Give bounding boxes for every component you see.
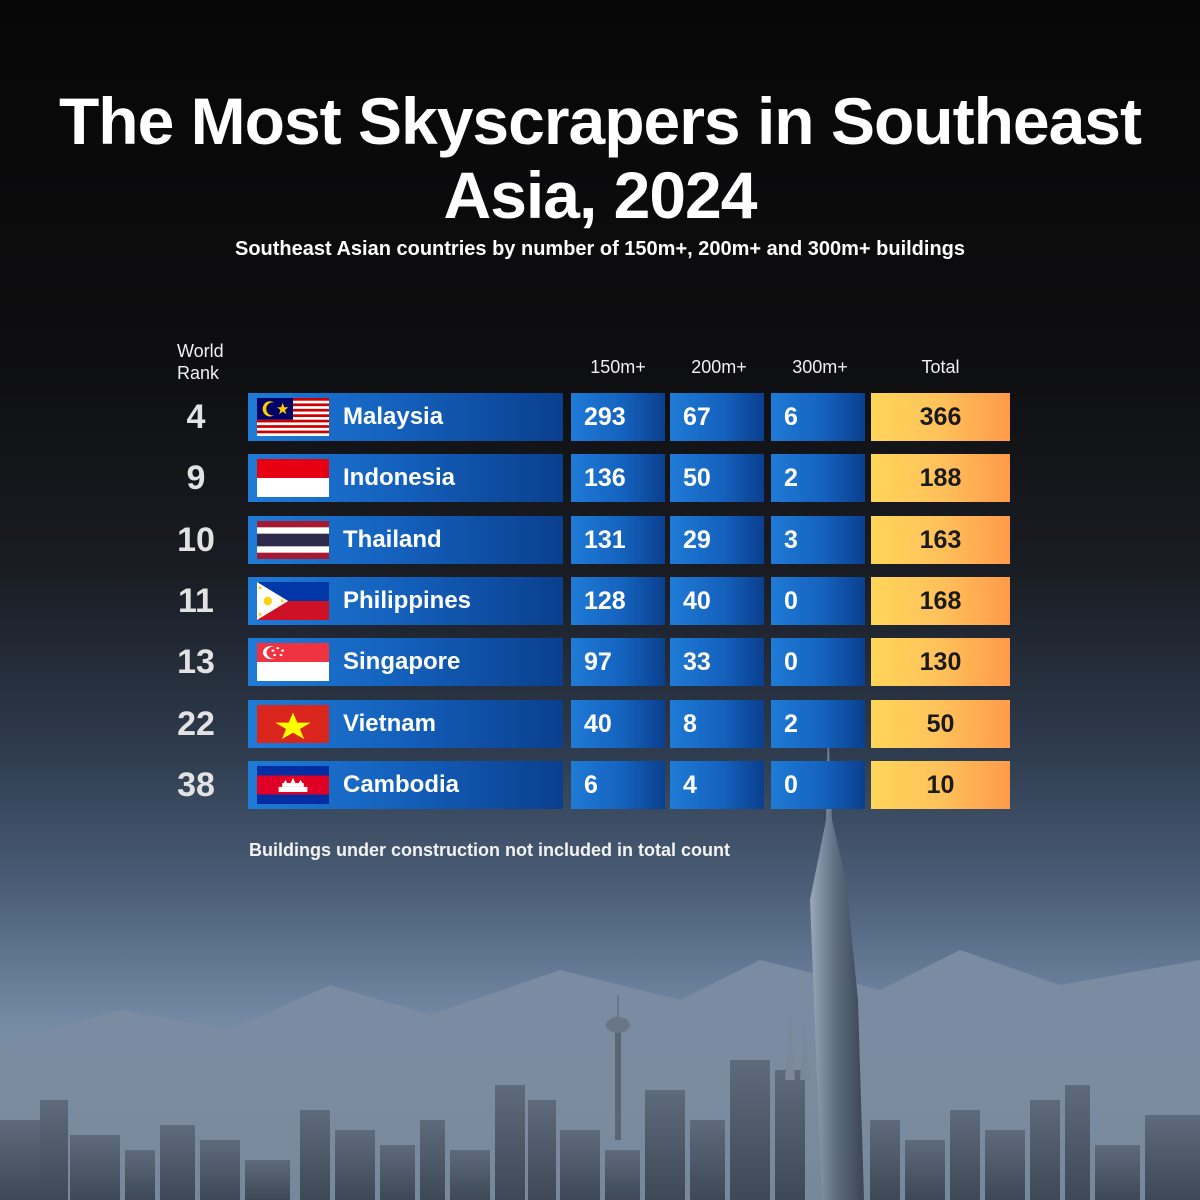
rank-cell: 38 (177, 765, 215, 804)
cell-150m: 128 (571, 576, 665, 625)
country-cell: Singapore (248, 638, 563, 687)
cell-total: 10 (871, 760, 1010, 809)
country-cell: Cambodia (248, 760, 563, 809)
country-name: Philippines (343, 586, 472, 614)
chart-subtitle: Southeast Asian countries by number of 1… (234, 238, 966, 260)
table-row: 13 Singapore 97 33 0 130 (0, 638, 1200, 687)
vietnam-flag-icon (257, 704, 329, 743)
cell-200m: 33 (670, 638, 764, 687)
cell-300m: 3 (771, 515, 865, 564)
cell-200m: 8 (670, 699, 764, 748)
singapore-flag-icon (257, 643, 329, 682)
cell-150m: 136 (571, 454, 665, 503)
world-rank-header-line1: World (177, 341, 224, 361)
cell-300m: 0 (771, 576, 865, 625)
world-rank-header: World Rank (177, 340, 257, 384)
cell-200m: 29 (670, 515, 764, 564)
cell-200m: 40 (670, 576, 764, 625)
table-row: 4 Malaysia 293 67 6 366 (0, 393, 1200, 441)
header-300m: 300m+ (792, 357, 848, 377)
table-row: 9 Indonesia 136 50 2 188 (0, 454, 1200, 503)
malaysia-flag-icon (257, 398, 329, 436)
country-cell: Indonesia (248, 454, 563, 503)
indonesia-flag-icon (257, 459, 329, 498)
rank-cell: 13 (177, 643, 215, 682)
country-cell: Vietnam (248, 699, 563, 748)
cell-150m: 293 (571, 393, 665, 441)
country-cell: Philippines (248, 576, 563, 625)
rank-cell: 22 (177, 704, 215, 743)
table-row: 11 Philippines 128 40 0 168 (0, 576, 1200, 625)
thailand-flag-icon (257, 520, 329, 559)
cell-total: 50 (871, 699, 1010, 748)
cell-total: 168 (871, 576, 1010, 625)
rank-cell: 11 (178, 581, 214, 620)
header-total: Total (921, 357, 960, 377)
cell-total: 163 (871, 515, 1010, 564)
country-cell: Thailand (248, 515, 563, 564)
country-name: Vietnam (343, 709, 436, 737)
cell-300m: 2 (771, 699, 865, 748)
country-name: Cambodia (343, 770, 460, 798)
cell-total: 130 (871, 638, 1010, 687)
cambodia-flag-icon (257, 765, 329, 804)
cell-150m: 97 (571, 638, 665, 687)
country-name: Indonesia (343, 464, 456, 492)
world-rank-header-line2: Rank (177, 363, 220, 383)
chart-title: The Most Skyscrapers in Southeast Asia, … (58, 84, 1142, 232)
cell-300m: 2 (771, 454, 865, 503)
cell-150m: 131 (571, 515, 665, 564)
cell-200m: 67 (670, 393, 764, 441)
cell-150m: 40 (571, 699, 665, 748)
table-row: 10 Thailand 131 29 3 163 (0, 515, 1200, 564)
country-name: Singapore (343, 648, 461, 676)
header-150m: 150m+ (590, 357, 646, 377)
table-row: 38 Cambodia 6 4 0 10 (0, 760, 1200, 809)
cell-300m: 6 (771, 393, 865, 441)
cell-total: 366 (871, 393, 1010, 441)
cell-300m: 0 (771, 638, 865, 687)
rank-cell: 10 (177, 520, 215, 559)
philippines-flag-icon (257, 581, 329, 620)
cell-total: 188 (871, 454, 1010, 503)
cell-200m: 50 (670, 454, 764, 503)
country-name: Malaysia (343, 403, 444, 430)
rank-cell: 9 (186, 459, 206, 498)
header-200m: 200m+ (691, 357, 747, 377)
country-name: Thailand (343, 525, 442, 553)
footnote: Buildings under construction not include… (249, 840, 730, 860)
cell-150m: 6 (571, 760, 665, 809)
country-cell: Malaysia (248, 393, 563, 441)
table-row: 22 Vietnam 40 8 2 50 (0, 699, 1200, 748)
cell-300m: 0 (771, 760, 865, 809)
rank-cell: 4 (186, 398, 206, 436)
cell-200m: 4 (670, 760, 764, 809)
